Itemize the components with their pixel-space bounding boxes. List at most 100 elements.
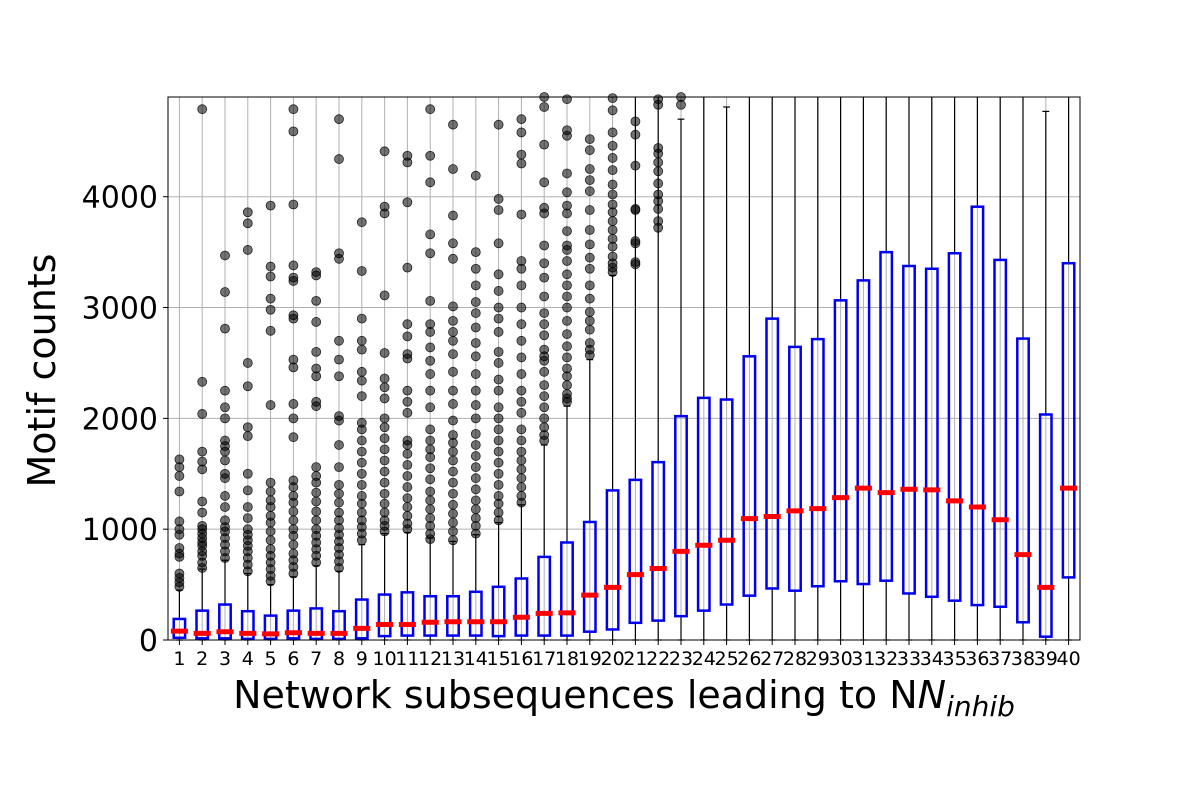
outlier-point <box>539 240 550 251</box>
box <box>765 317 780 590</box>
outlier-point <box>584 145 595 156</box>
outlier-point <box>379 146 390 157</box>
boxes <box>172 205 1076 641</box>
outlier-point <box>334 335 344 346</box>
outlier-point <box>356 344 367 355</box>
outlier-point <box>379 382 390 393</box>
x-tick-label: 8 <box>333 648 345 670</box>
outlier-point <box>311 506 322 517</box>
outlier-point <box>653 189 664 200</box>
outlier-point <box>470 473 481 484</box>
x-tick-label: 23 <box>669 648 693 670</box>
outlier-point <box>448 385 458 396</box>
outlier-point <box>288 310 299 321</box>
outlier-point <box>448 253 458 264</box>
outlier-point <box>470 280 481 291</box>
outlier-point <box>311 462 322 473</box>
outlier-point <box>220 455 230 466</box>
box <box>172 617 187 640</box>
box <box>947 252 962 602</box>
outlier-point <box>425 248 436 259</box>
outlier-point <box>356 435 367 446</box>
outlier-point <box>425 402 436 413</box>
outlier-point <box>356 335 367 346</box>
outlier-point <box>379 488 390 499</box>
box <box>605 489 620 631</box>
x-tick-label: 32 <box>874 648 898 670</box>
box <box>696 396 711 612</box>
outlier-point <box>356 491 367 501</box>
outlier-point <box>379 455 390 466</box>
y-tick-label: 0 <box>139 624 158 659</box>
outlier-point <box>516 473 527 484</box>
outlier-point <box>356 266 367 276</box>
outlier-point <box>265 544 276 555</box>
box <box>582 520 597 633</box>
outlier-point <box>265 325 276 336</box>
x-tick-label: 11 <box>395 648 419 670</box>
outlier-point <box>470 297 481 307</box>
outlier-point <box>516 455 527 466</box>
outlier-point <box>402 510 413 521</box>
outlier-point <box>448 164 458 174</box>
outlier-point <box>356 391 367 402</box>
box <box>263 614 278 641</box>
outlier-point <box>470 308 481 318</box>
outlier-point <box>288 399 299 409</box>
outlier-point <box>288 432 299 443</box>
outlier-point <box>220 287 230 297</box>
outlier-point <box>607 199 618 210</box>
outlier-point <box>539 291 550 302</box>
y-tick-label: 4000 <box>82 181 158 216</box>
outlier-point <box>539 413 550 424</box>
outlier-point <box>562 168 572 179</box>
box <box>354 598 369 640</box>
outlier-point <box>470 451 481 461</box>
x-axis-label: Network subsequences leading to NNinhib <box>233 673 1015 723</box>
outlier-point <box>379 444 390 455</box>
outlier-point <box>516 424 527 435</box>
outlier-point <box>516 209 527 220</box>
x-tick-label: 29 <box>806 648 830 670</box>
outlier-point <box>265 261 276 272</box>
outlier-point <box>265 535 276 546</box>
box <box>810 337 825 588</box>
outlier-point <box>379 393 390 404</box>
box <box>719 398 734 606</box>
outlier-point <box>379 290 390 301</box>
outlier-point <box>562 125 572 136</box>
outlier-point <box>334 462 344 473</box>
outlier-point <box>562 389 572 399</box>
outlier-point <box>607 179 618 190</box>
box <box>514 577 529 637</box>
outlier-point <box>448 526 458 537</box>
outlier-point <box>630 204 641 214</box>
outlier-point <box>197 446 208 457</box>
x-tick-label: 4 <box>242 648 254 670</box>
outlier-point <box>470 495 481 506</box>
outlier-point <box>584 293 595 304</box>
x-tick-label: 18 <box>555 648 579 670</box>
outlier-point <box>562 291 572 302</box>
outlier-point <box>265 510 276 521</box>
outlier-point <box>607 127 618 138</box>
outlier-point <box>516 319 527 330</box>
outlier-point <box>539 422 550 433</box>
box <box>993 258 1008 609</box>
outlier-point <box>539 102 550 112</box>
x-tick-label: 39 <box>1034 648 1058 670</box>
outlier-point <box>334 411 344 422</box>
outlier-point <box>493 286 504 296</box>
outlier-point <box>448 477 458 488</box>
outlier-point <box>379 348 390 358</box>
outlier-point <box>311 471 322 481</box>
outlier-point <box>220 502 230 512</box>
x-tick-label: 6 <box>287 648 299 670</box>
outlier-point <box>242 218 253 229</box>
x-tick-label: 35 <box>943 648 967 670</box>
outlier-point <box>607 105 618 116</box>
outlier-point <box>493 327 504 337</box>
plot-frame <box>167 96 1081 641</box>
outlier-point <box>607 93 618 104</box>
outlier-point <box>220 515 230 526</box>
